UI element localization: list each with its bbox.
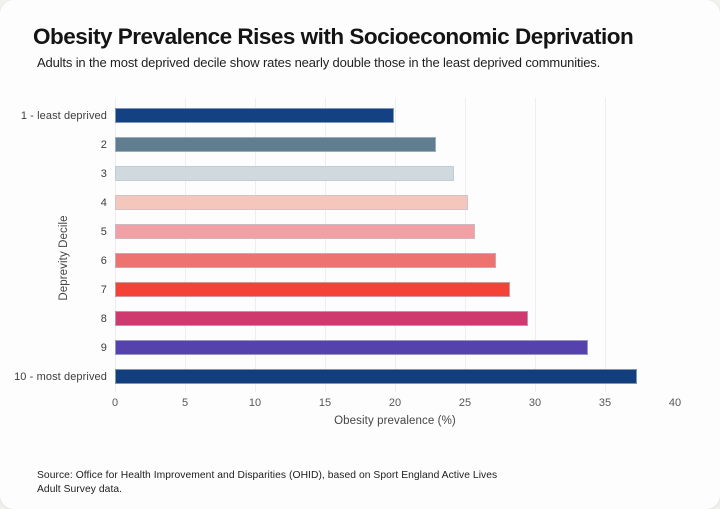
x-tick-label: 40	[668, 397, 682, 409]
category-label: 7	[100, 283, 107, 296]
gridline	[535, 98, 536, 392]
category-label: 3	[100, 167, 107, 180]
x-tick-label: 5	[181, 397, 189, 409]
bar-row	[115, 304, 675, 333]
category-label: 6	[100, 254, 107, 267]
bar-decile-4	[115, 195, 468, 210]
category-label: 9	[100, 341, 107, 354]
bar-row	[115, 188, 675, 217]
x-axis-ticks: 0 5 10 15 20 25 30 35 40	[111, 396, 681, 410]
bar-decile-7	[115, 282, 510, 297]
category-label: 8	[100, 312, 107, 325]
bar-decile-10	[115, 369, 638, 384]
bar-row	[115, 362, 675, 391]
gridline	[115, 98, 116, 392]
gridline	[255, 98, 256, 392]
bar-row	[115, 246, 675, 275]
bar-row	[115, 101, 675, 130]
gridline	[185, 98, 186, 392]
x-tick-label: 35	[598, 397, 612, 409]
x-tick-label: 10	[248, 397, 262, 409]
bar-decile-3	[115, 166, 454, 181]
category-label: 2	[100, 138, 107, 151]
bar-row	[115, 130, 675, 159]
bar-decile-8	[115, 311, 528, 326]
x-tick-label: 25	[458, 397, 472, 409]
x-tick-label: 20	[388, 397, 402, 409]
bar-row	[115, 159, 675, 188]
x-tick-label: 15	[318, 397, 332, 409]
bar-row	[115, 333, 675, 362]
category-axis: 1 - least deprived 2 3 4 5 6 7 8 9 10 - most depr…	[0, 101, 107, 391]
gridline	[605, 98, 606, 392]
x-tick-label: 0	[111, 397, 119, 409]
gridline	[395, 98, 396, 392]
bar-decile-2	[115, 137, 436, 152]
bar-decile-6	[115, 253, 496, 268]
chart-title: Obesity Prevalence Rises with Socioecono…	[33, 24, 634, 49]
category-label: 5	[100, 225, 107, 238]
category-label: 1 - least deprived	[20, 109, 107, 122]
gridline	[325, 98, 326, 392]
source-note: Source: Office for Health Improvement an…	[37, 470, 498, 495]
bar-decile-9	[115, 340, 589, 355]
chart-subtitle: Adults in the most deprived decile show …	[37, 55, 601, 70]
bar-row	[115, 275, 675, 304]
gridline	[465, 98, 466, 392]
category-label: 4	[100, 196, 107, 209]
x-axis-title: Obesity prevalence (%)	[334, 415, 456, 427]
bar-decile-5	[115, 224, 475, 239]
bar-rows	[115, 101, 675, 391]
plot-area	[115, 98, 675, 392]
bar-decile-1	[115, 108, 394, 123]
category-label: 10 - most deprived	[14, 370, 107, 383]
x-tick-label: 30	[528, 397, 542, 409]
bar-row	[115, 217, 675, 246]
